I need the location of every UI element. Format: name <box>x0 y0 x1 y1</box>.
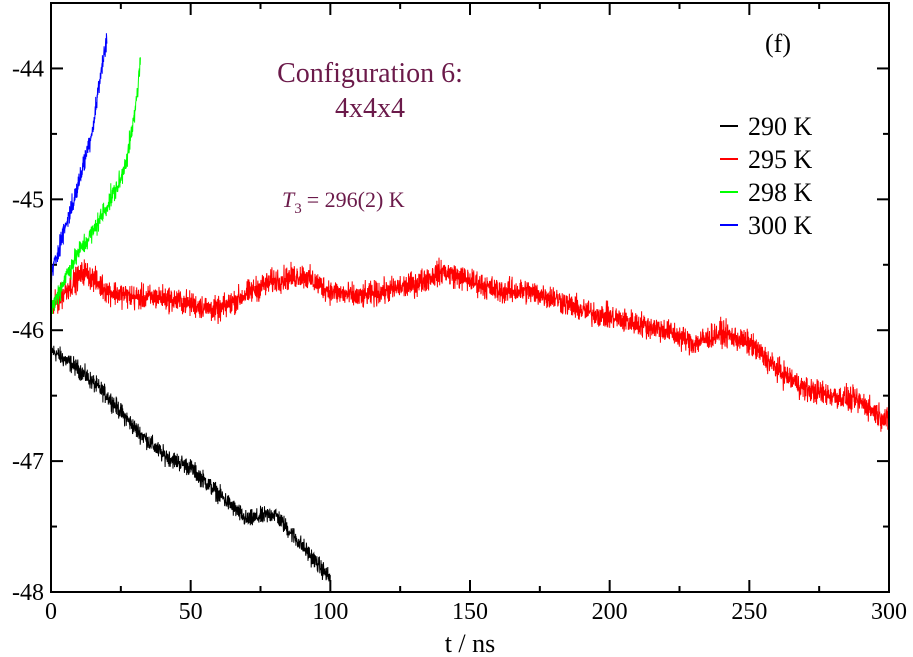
legend-label: 298 K <box>748 178 813 207</box>
annotation-t3-subscript: 3 <box>294 201 302 217</box>
legend-label: 290 K <box>748 112 813 141</box>
y-tick-label: -45 <box>12 187 44 213</box>
y-tick-label: -44 <box>12 56 44 82</box>
x-tick-label: 300 <box>871 599 907 625</box>
annotation-t3-symbol: T <box>282 187 296 212</box>
y-tick-label: -47 <box>12 449 44 475</box>
axis-ticks <box>50 3 890 593</box>
annotation-t3: T3 = 296(2) K <box>282 187 405 217</box>
x-tick-label: 50 <box>179 599 203 625</box>
series-line-295-k <box>52 257 888 432</box>
x-tick-label: 150 <box>452 599 488 625</box>
series-line-298-k <box>52 57 141 315</box>
x-tick-label: 250 <box>731 599 767 625</box>
series-line-300-k <box>52 33 108 285</box>
x-axis-label: t / ns <box>445 629 496 657</box>
y-tick-labels: -48 -47 -46 -45 -44 <box>12 56 44 606</box>
series-line-290-k <box>52 345 331 583</box>
x-tick-label: 100 <box>312 599 348 625</box>
panel-label: (f) <box>765 29 791 58</box>
legend-label: 300 K <box>748 211 813 240</box>
legend: 290 K 295 K 298 K 300 K <box>720 112 813 240</box>
x-tick-label: 0 <box>45 599 57 625</box>
x-tick-label: 200 <box>592 599 628 625</box>
annotation-t3-value: = 296(2) K <box>307 187 405 212</box>
y-tick-label: -48 <box>12 580 44 606</box>
y-tick-label: -46 <box>12 318 44 344</box>
series-lines <box>52 33 888 583</box>
annotation-config-title: Configuration 6: <box>277 58 463 89</box>
x-tick-labels: 0 50 100 150 200 250 300 <box>45 599 907 625</box>
legend-label: 295 K <box>748 145 813 174</box>
annotation-config-size: 4x4x4 <box>335 93 405 124</box>
